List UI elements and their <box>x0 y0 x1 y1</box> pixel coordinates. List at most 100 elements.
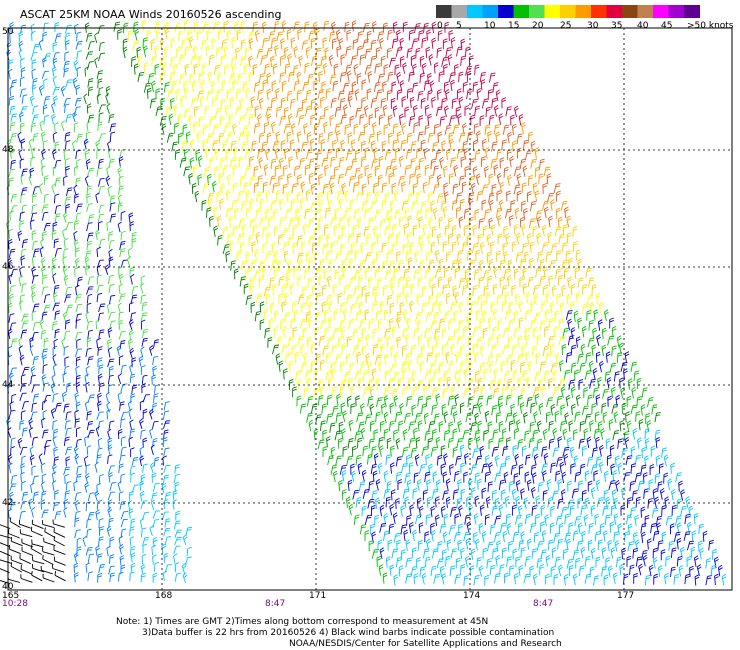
wind-barb <box>128 436 133 448</box>
wind-barb <box>375 377 381 390</box>
wind-barb <box>545 251 552 262</box>
wind-barb <box>120 418 126 429</box>
wind-barb <box>577 522 583 534</box>
wind-barb <box>9 285 16 295</box>
wind-barb <box>424 327 431 339</box>
wind-barb <box>525 334 530 347</box>
wind-barb <box>288 360 294 373</box>
wind-barb <box>676 498 683 509</box>
wind-barb <box>710 564 717 576</box>
wind-barb <box>433 573 441 584</box>
wind-barb <box>83 93 88 105</box>
wind-barb <box>492 429 499 440</box>
wind-barb <box>382 284 388 296</box>
wind-barb <box>299 157 306 169</box>
wind-barb <box>320 319 327 330</box>
wind-barb <box>42 400 48 411</box>
wind-barb <box>630 361 637 372</box>
wind-barb <box>627 541 635 552</box>
wind-barb <box>163 420 171 429</box>
wind-barb <box>420 344 426 357</box>
wind-barb <box>560 420 566 432</box>
map-title: ASCAT 25KM NOAA Winds 20160526 ascending <box>20 8 282 21</box>
wind-barb <box>140 563 146 575</box>
wind-barb <box>607 395 612 407</box>
wind-barb <box>541 530 547 542</box>
wind-barb <box>368 114 374 126</box>
wind-barb <box>388 132 393 144</box>
wind-barb <box>384 225 391 236</box>
wind-barb <box>310 183 316 195</box>
wind-barb <box>629 480 636 492</box>
wind-barb <box>493 532 501 542</box>
wind-barb <box>474 105 481 117</box>
wind-barb <box>555 470 561 482</box>
wind-barb <box>593 575 600 586</box>
wind-barb <box>51 256 57 267</box>
wind-barb <box>98 564 105 574</box>
wind-barb <box>6 49 12 61</box>
wind-barb <box>467 360 473 373</box>
wind-barb <box>495 353 502 364</box>
wind-barb <box>600 428 605 440</box>
wind-barb <box>638 563 643 576</box>
wind-barb <box>434 123 439 135</box>
wind-barb <box>518 317 524 329</box>
wind-barb <box>495 207 503 218</box>
wind-barb <box>381 182 388 193</box>
wind-barb <box>228 215 234 228</box>
wind-barb <box>274 310 279 322</box>
wind-barb <box>431 37 437 49</box>
wind-barb <box>602 505 609 516</box>
wind-barb <box>318 200 324 212</box>
wind-barb <box>131 56 137 68</box>
wind-barb <box>395 232 401 244</box>
wind-barb <box>142 437 148 448</box>
wind-barb <box>567 480 572 492</box>
wind-barb <box>40 499 46 510</box>
wind-barb <box>165 106 172 117</box>
wind-barb <box>631 490 638 501</box>
wind-barb <box>322 429 327 441</box>
wind-barb <box>347 215 352 228</box>
wind-barb <box>565 250 571 262</box>
wind-barb <box>163 429 169 439</box>
wind-barb <box>204 105 210 117</box>
wind-barb <box>347 132 353 144</box>
wind-barb <box>588 319 594 331</box>
wind-barb <box>353 208 360 219</box>
wind-barb <box>474 495 480 507</box>
wind-barb <box>193 121 198 133</box>
wind-barb <box>117 28 122 40</box>
wind-barb <box>266 47 273 58</box>
wind-barb <box>518 300 524 312</box>
wind-barb <box>31 331 39 341</box>
wind-barb <box>601 402 607 414</box>
wind-barb <box>266 232 272 244</box>
wind-barb <box>98 536 104 546</box>
wind-barb <box>218 132 225 144</box>
wind-barb <box>713 556 719 569</box>
wind-barb <box>421 446 429 457</box>
note-line-2: 3)Data buffer is 22 hrs from 20160526 4)… <box>142 628 555 638</box>
wind-barb <box>427 113 432 125</box>
wind-barb <box>635 411 641 422</box>
wind-barb <box>120 473 126 484</box>
wind-barb <box>341 470 347 482</box>
wind-barb <box>529 421 535 433</box>
wind-barb <box>441 200 447 211</box>
wind-barb <box>217 28 223 40</box>
wind-barb <box>564 206 569 219</box>
wind-barb <box>458 319 464 331</box>
wind-barb <box>106 525 112 537</box>
wind-barb <box>118 491 124 502</box>
wind-barb <box>361 469 367 482</box>
wind-barb <box>619 563 625 576</box>
wind-barb <box>278 276 285 287</box>
wind-barb <box>7 238 13 250</box>
wind-barb <box>355 191 363 202</box>
wind-barb <box>293 266 299 278</box>
wind-barb <box>226 233 233 244</box>
wind-barb <box>358 173 363 185</box>
wind-barb <box>30 482 35 494</box>
